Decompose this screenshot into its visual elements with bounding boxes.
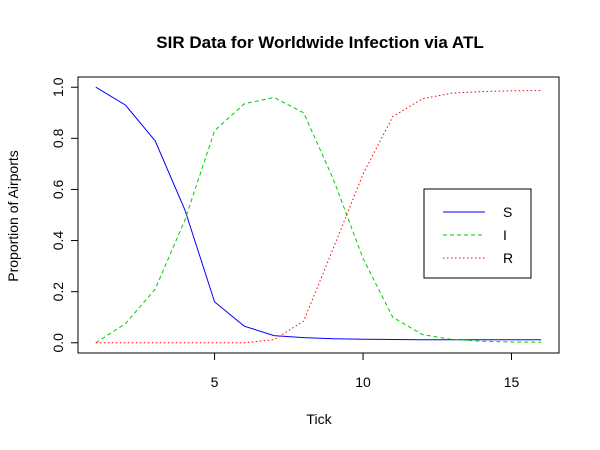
y-tick-label: 0.8: [50, 128, 66, 148]
series-line-s: [95, 86, 542, 341]
x-tick-label: 5: [211, 374, 219, 390]
x-tick-label: 10: [355, 374, 371, 390]
y-axis: 0.0 0.2 0.4 0.6 0.8 1.0: [50, 77, 79, 353]
y-tick-label: 0.6: [50, 180, 66, 200]
x-axis-label: Tick: [306, 411, 332, 427]
x-axis: 5 10 15: [211, 352, 520, 390]
legend-label-r: R: [503, 250, 513, 266]
series-line-r: [95, 90, 542, 344]
legend-label-s: S: [503, 204, 512, 220]
y-tick-label: 0.0: [50, 333, 66, 353]
legend: SIR: [423, 188, 532, 279]
series-layer: [95, 86, 542, 344]
y-tick-label: 1.0: [50, 77, 66, 97]
x-tick-label: 15: [504, 374, 520, 390]
legend-label-i: I: [503, 227, 507, 243]
legend-box: [423, 188, 532, 279]
y-tick-label: 0.2: [50, 282, 66, 302]
y-tick-label: 0.4: [50, 231, 66, 251]
y-axis-label: Proportion of Airports: [5, 150, 21, 282]
chart-title: SIR Data for Worldwide Infection via ATL: [156, 33, 483, 52]
